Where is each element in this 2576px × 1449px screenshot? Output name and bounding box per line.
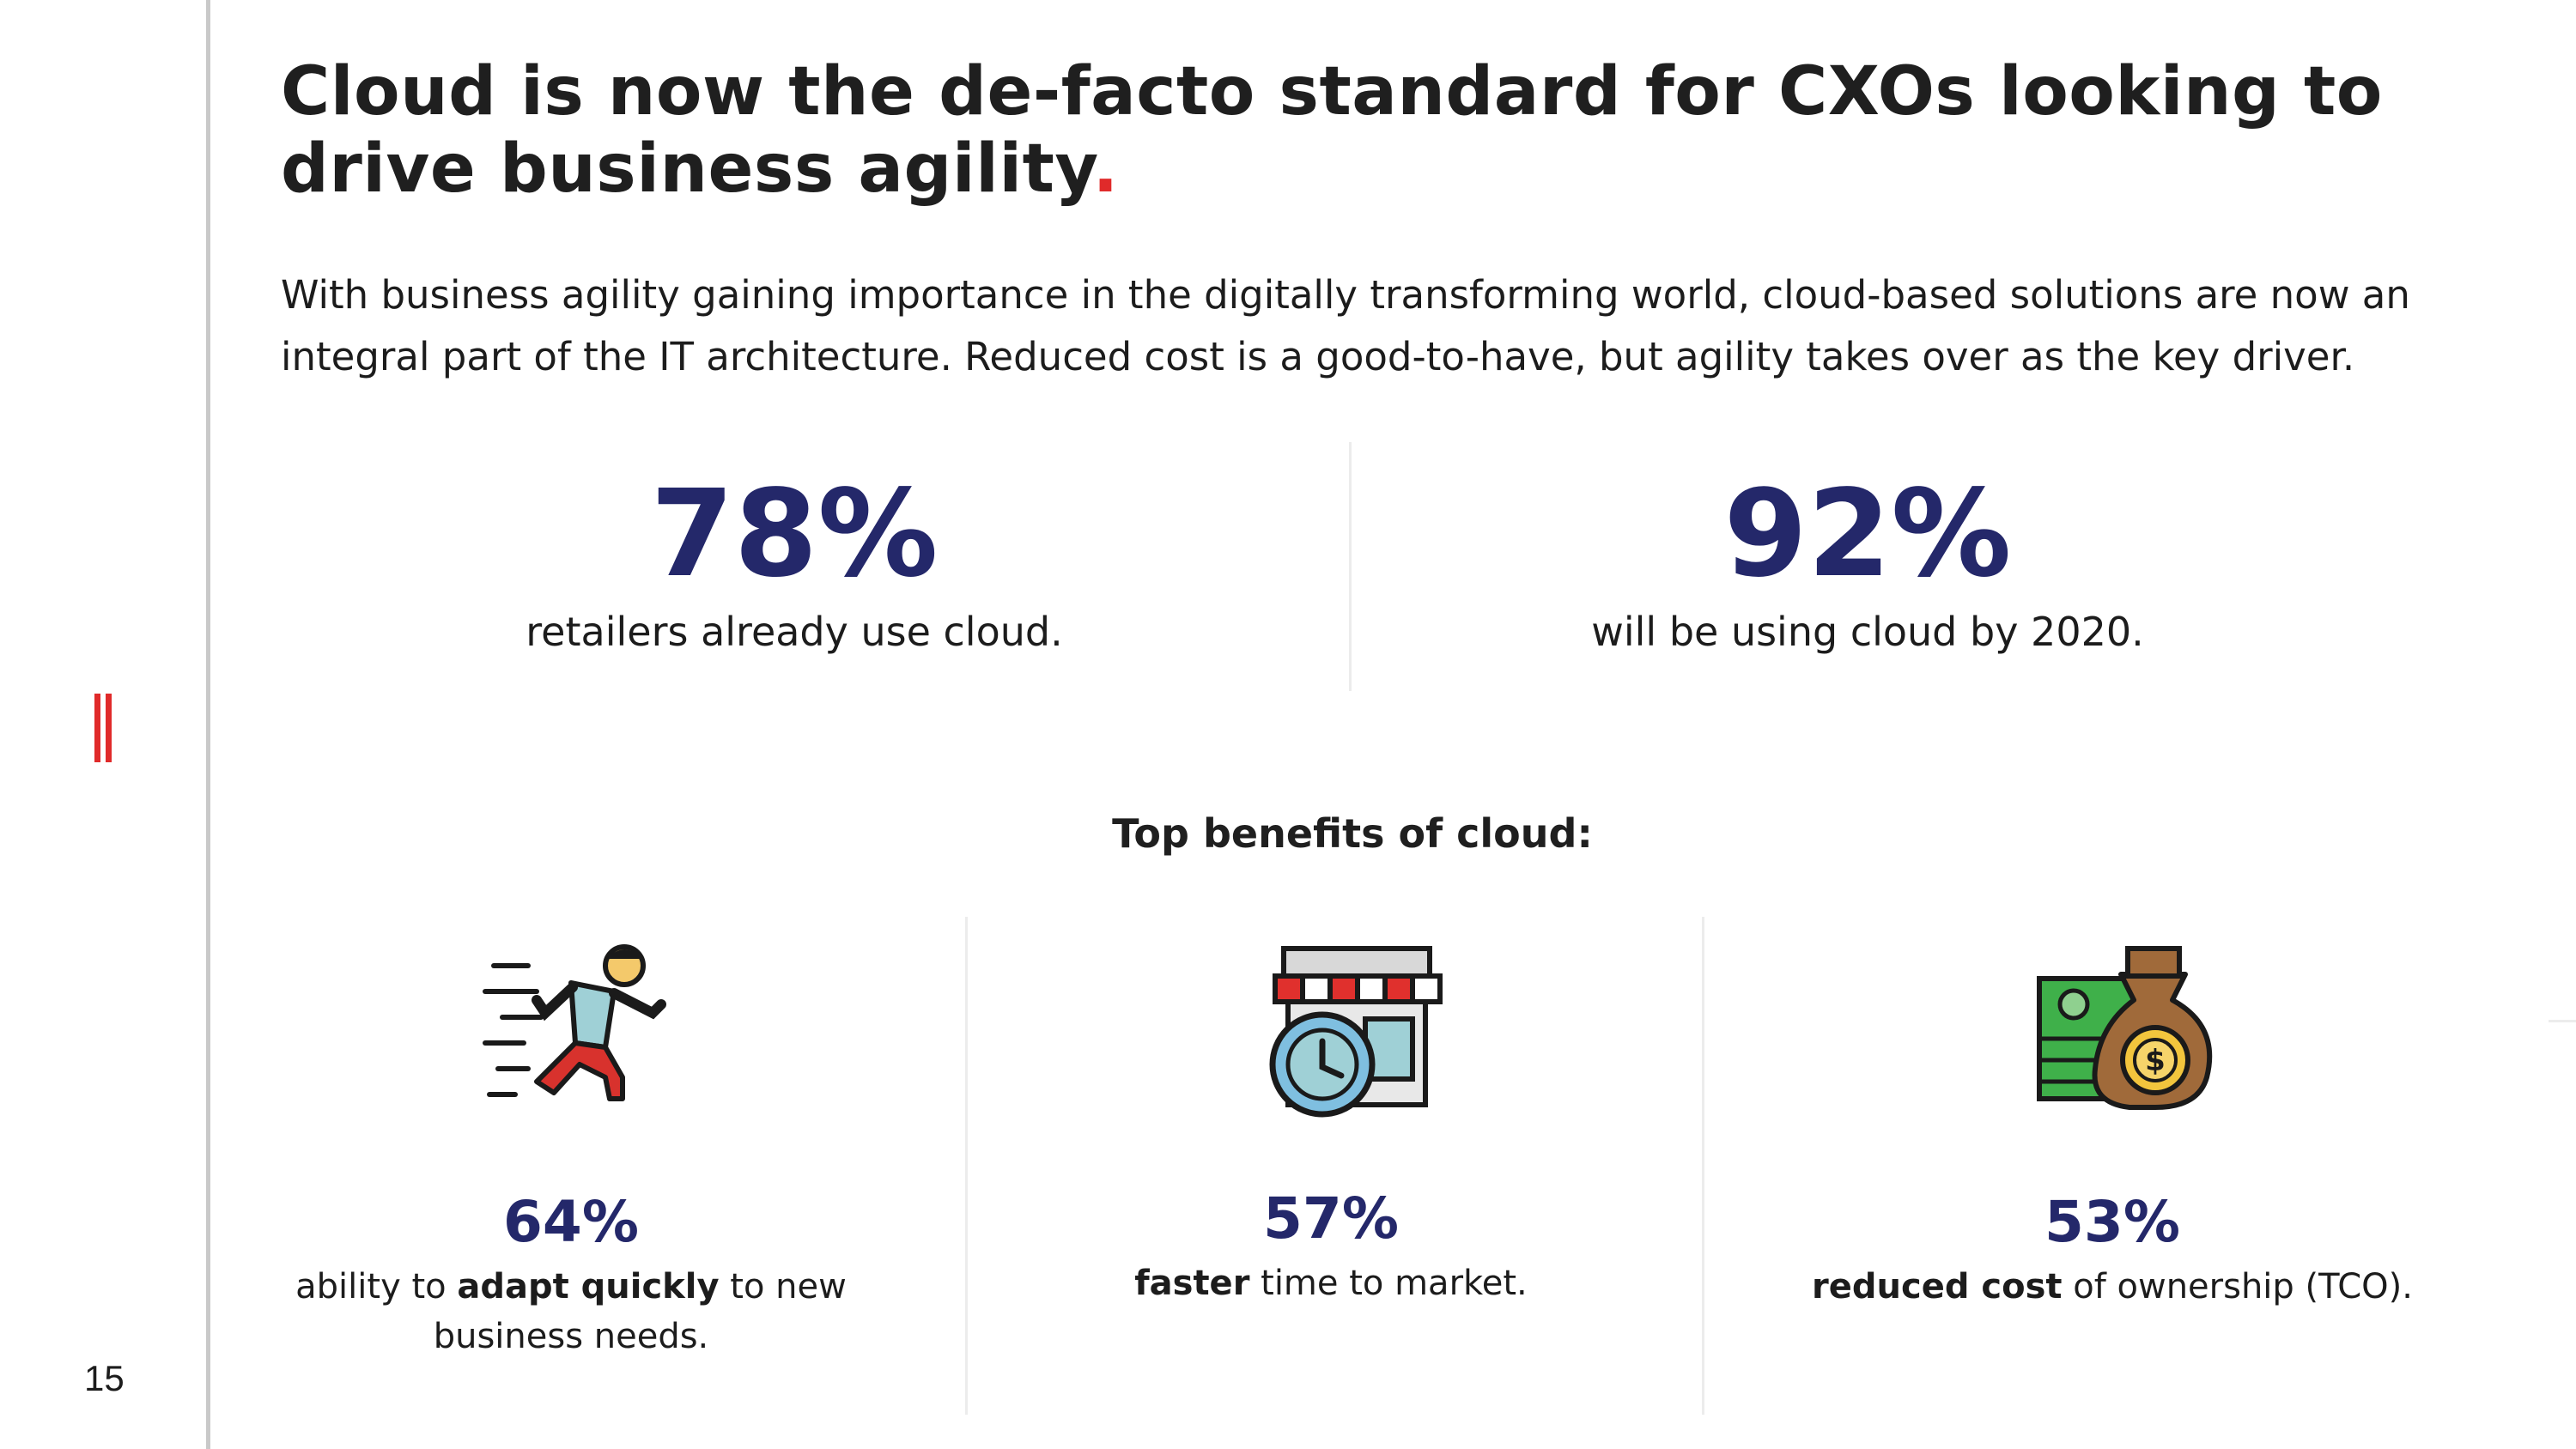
page-title-text: Cloud is now the de-facto standard for C… <box>281 53 2383 208</box>
storefront-clock-icon <box>1262 940 1460 1120</box>
stats-divider <box>1349 442 1352 691</box>
running-person-icon <box>477 940 674 1120</box>
benefit-reduced-cost: 53% reduced cost of ownership (TCO). <box>1786 1188 2439 1312</box>
benefit-adapt-quickly: 64% ability to adapt quickly to new busi… <box>292 1188 850 1361</box>
benefit-value: 57% <box>1263 1185 1399 1252</box>
stat-value: 92% <box>1723 464 2012 604</box>
left-rule <box>206 0 210 1449</box>
benefit-faster-time-to-market: 57% faster time to market. <box>1082 1185 1580 1308</box>
benefit-description: faster time to market. <box>1134 1264 1528 1303</box>
stat-caption: retailers already use cloud. <box>526 609 1063 655</box>
intro-paragraph: With business agility gaining importance… <box>281 272 2410 379</box>
svg-text:$: $ <box>2145 1044 2166 1078</box>
benefits-heading: Top benefits of cloud: <box>1112 810 1593 857</box>
red-accent-mark <box>94 694 113 762</box>
benefit-divider <box>965 917 968 1415</box>
benefit-description: ability to adapt quickly to new business… <box>295 1267 847 1356</box>
page-number: 15 <box>84 1358 125 1398</box>
stat-caption: will be using cloud by 2020. <box>1591 609 2144 655</box>
page-title: Cloud is now the de-facto standard for C… <box>281 53 2496 208</box>
benefit-value: 53% <box>2044 1189 2180 1255</box>
stat-value: 78% <box>650 464 939 604</box>
benefit-value: 64% <box>503 1189 639 1255</box>
edge-tick <box>2549 1020 2576 1022</box>
title-period: . <box>1092 130 1119 208</box>
stat-future-cloud-use: 92% will be using cloud by 2020. <box>1511 470 2224 658</box>
money-bag-cash-icon: $ <box>2035 940 2233 1120</box>
benefit-description: reduced cost of ownership (TCO). <box>1812 1267 2413 1307</box>
benefit-divider <box>1702 917 1704 1415</box>
stat-current-cloud-use: 78% retailers already use cloud. <box>447 470 1142 658</box>
